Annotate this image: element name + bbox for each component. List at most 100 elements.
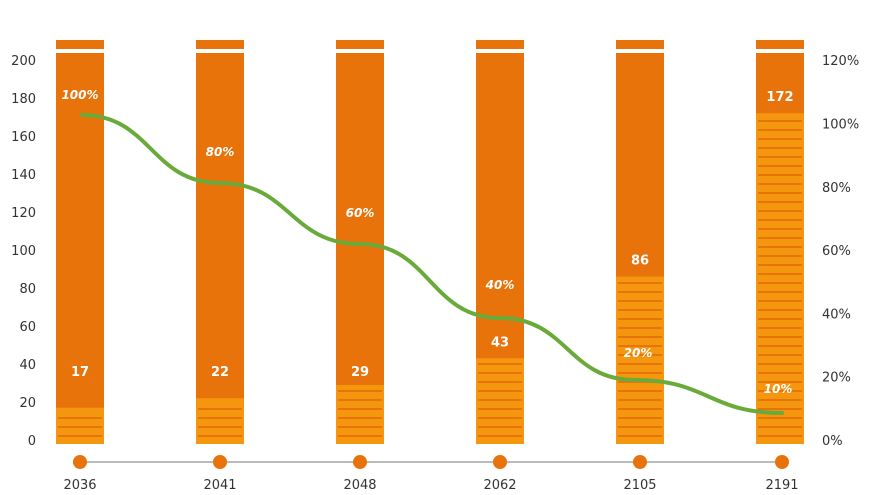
x-label-2041: 2041 — [203, 478, 236, 493]
bar-stripe — [618, 327, 662, 329]
bar-stripe — [338, 426, 382, 428]
right-tick-0%: 0% — [822, 434, 843, 449]
left-y-axis: 0 20 40 60 80 100 120 140 160 180 200 — [11, 54, 36, 449]
right-tick-120%: 120% — [822, 54, 859, 69]
right-tick-80%: 80% — [822, 181, 851, 196]
bar-column-2041 — [196, 40, 244, 444]
bar-stripe — [758, 291, 802, 293]
bar-stripe — [758, 300, 802, 302]
bar-stripe — [618, 372, 662, 374]
bar-stripe — [758, 201, 802, 203]
bar-stripe — [758, 282, 802, 284]
bar-stripe — [58, 426, 102, 428]
bar-stripe — [478, 390, 522, 392]
right-tick-40%: 40% — [822, 307, 851, 322]
bar-stripe — [618, 408, 662, 410]
bar-stripe — [758, 318, 802, 320]
bar-stripe — [758, 336, 802, 338]
left-tick-20: 20 — [19, 396, 36, 411]
bar-top-gap-2062 — [476, 49, 524, 53]
left-tick-160: 160 — [11, 130, 36, 145]
bar-stripe — [758, 174, 802, 176]
left-tick-140: 140 — [11, 168, 36, 183]
x-label-2062: 2062 — [483, 478, 516, 493]
bar-stripe — [758, 372, 802, 374]
bar-top-gap-2191 — [756, 49, 804, 53]
bar-stripe — [618, 435, 662, 437]
bar-stripe — [618, 300, 662, 302]
bar-top-gap-2048 — [336, 49, 384, 53]
bar-stripe — [58, 417, 102, 419]
bars-group: 17 22 29 43 86 172 — [56, 40, 804, 444]
left-tick-40: 40 — [19, 358, 36, 373]
bar-stripe — [758, 165, 802, 167]
bar-stripe — [758, 354, 802, 356]
x-marker-2105 — [633, 455, 647, 469]
bar-stripe — [618, 417, 662, 419]
percent-line — [80, 113, 784, 415]
bar-column-2036 — [56, 40, 104, 444]
left-tick-120: 120 — [11, 206, 36, 221]
bar-stripe — [758, 327, 802, 329]
bar-stripe — [758, 381, 802, 383]
bar-stripe — [478, 435, 522, 437]
bar-stripe — [198, 408, 242, 410]
bar-stripe — [758, 129, 802, 131]
bar-stripe — [618, 390, 662, 392]
x-marker-2048 — [353, 455, 367, 469]
bar-stripe — [618, 426, 662, 428]
bar-stripe — [198, 426, 242, 428]
bar-stripe — [758, 390, 802, 392]
line-label-2105: 20% — [624, 346, 653, 360]
line-label-2041: 80% — [206, 145, 235, 159]
x-label-2105: 2105 — [623, 478, 656, 493]
x-axis: 2036 2041 2048 2062 2105 2191 — [63, 455, 799, 493]
bar-stripe — [618, 309, 662, 311]
right-tick-60%: 60% — [822, 244, 851, 259]
bar-stripe — [758, 228, 802, 230]
bar-stripe — [758, 219, 802, 221]
right-tick-20%: 20% — [822, 371, 851, 386]
bar-stripe — [618, 399, 662, 401]
bar-stripe — [478, 417, 522, 419]
x-label-2048: 2048 — [343, 478, 376, 493]
bar-stripe — [758, 435, 802, 437]
line-label-2036: 100% — [61, 88, 98, 102]
x-marker-2062 — [493, 455, 507, 469]
bar-label-2048: 29 — [351, 365, 369, 380]
bar-stripe — [758, 273, 802, 275]
bar-stripe — [758, 138, 802, 140]
left-tick-200: 200 — [11, 54, 36, 69]
bar-top-gap-2105 — [616, 49, 664, 53]
bar-stripe — [758, 120, 802, 122]
bar-stripe — [478, 399, 522, 401]
bar-stripe — [478, 372, 522, 374]
bar-stripe — [758, 417, 802, 419]
bar-label-2191: 172 — [766, 90, 793, 105]
bar-stripe — [338, 435, 382, 437]
bar-stripe — [618, 318, 662, 320]
bar-value-2191 — [756, 113, 804, 444]
x-label-2036: 2036 — [63, 478, 96, 493]
bar-stripe — [758, 147, 802, 149]
bar-stripe — [618, 291, 662, 293]
bar-stripe — [758, 246, 802, 248]
line-group: 100% 80% 60% 40% 20% 10% — [61, 88, 792, 415]
bar-stripe — [758, 399, 802, 401]
bar-label-2105: 86 — [631, 254, 649, 269]
left-tick-80: 80 — [19, 282, 36, 297]
line-label-2062: 40% — [485, 278, 515, 292]
bar-value-2048 — [336, 384, 384, 444]
bar-stripe — [758, 264, 802, 266]
bar-stripe — [758, 237, 802, 239]
bar-top-gap-2041 — [196, 49, 244, 53]
bar-stripe — [478, 426, 522, 428]
left-tick-60: 60 — [19, 320, 36, 335]
bar-stripe — [758, 255, 802, 257]
bar-stripe — [338, 390, 382, 392]
x-marker-2041 — [213, 455, 227, 469]
x-label-2191: 2191 — [765, 478, 798, 493]
bar-stripe — [478, 408, 522, 410]
bar-value-2062 — [476, 358, 524, 444]
